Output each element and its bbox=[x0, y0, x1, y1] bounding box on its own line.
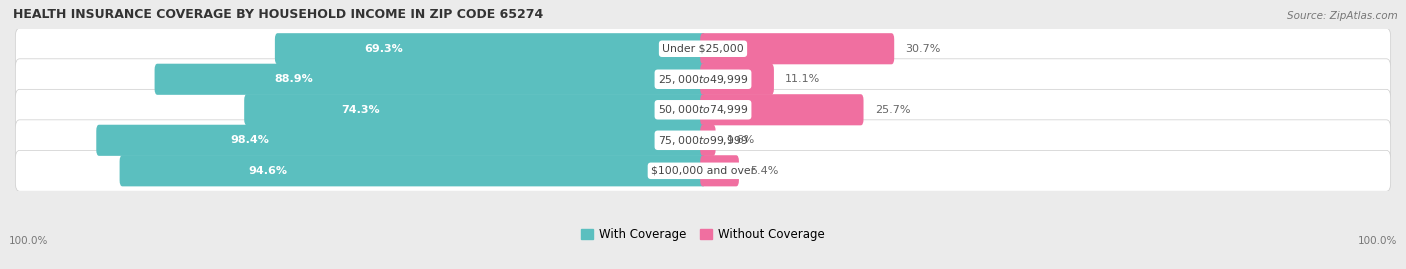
FancyBboxPatch shape bbox=[700, 64, 773, 95]
FancyBboxPatch shape bbox=[155, 64, 706, 95]
Text: $25,000 to $49,999: $25,000 to $49,999 bbox=[658, 73, 748, 86]
FancyBboxPatch shape bbox=[96, 125, 706, 156]
FancyBboxPatch shape bbox=[15, 59, 1391, 100]
Text: $50,000 to $74,999: $50,000 to $74,999 bbox=[658, 103, 748, 116]
Text: $100,000 and over: $100,000 and over bbox=[651, 166, 755, 176]
Text: HEALTH INSURANCE COVERAGE BY HOUSEHOLD INCOME IN ZIP CODE 65274: HEALTH INSURANCE COVERAGE BY HOUSEHOLD I… bbox=[13, 8, 543, 21]
Text: 100.0%: 100.0% bbox=[1358, 236, 1398, 246]
FancyBboxPatch shape bbox=[245, 94, 706, 125]
Text: $75,000 to $99,999: $75,000 to $99,999 bbox=[658, 134, 748, 147]
Text: 100.0%: 100.0% bbox=[8, 236, 48, 246]
Text: 11.1%: 11.1% bbox=[785, 74, 820, 84]
FancyBboxPatch shape bbox=[15, 28, 1391, 69]
FancyBboxPatch shape bbox=[15, 89, 1391, 130]
FancyBboxPatch shape bbox=[120, 155, 706, 186]
FancyBboxPatch shape bbox=[15, 150, 1391, 191]
Legend: With Coverage, Without Coverage: With Coverage, Without Coverage bbox=[576, 224, 830, 246]
FancyBboxPatch shape bbox=[700, 33, 894, 64]
FancyBboxPatch shape bbox=[276, 33, 706, 64]
FancyBboxPatch shape bbox=[700, 94, 863, 125]
Text: Under $25,000: Under $25,000 bbox=[662, 44, 744, 54]
Text: 69.3%: 69.3% bbox=[364, 44, 404, 54]
Text: 74.3%: 74.3% bbox=[342, 105, 380, 115]
Text: 30.7%: 30.7% bbox=[905, 44, 941, 54]
FancyBboxPatch shape bbox=[700, 125, 716, 156]
FancyBboxPatch shape bbox=[15, 120, 1391, 161]
Text: 25.7%: 25.7% bbox=[875, 105, 910, 115]
Text: 94.6%: 94.6% bbox=[247, 166, 287, 176]
Text: 98.4%: 98.4% bbox=[231, 135, 270, 145]
Text: Source: ZipAtlas.com: Source: ZipAtlas.com bbox=[1286, 11, 1398, 21]
Text: 5.4%: 5.4% bbox=[749, 166, 779, 176]
FancyBboxPatch shape bbox=[700, 155, 740, 186]
Text: 1.6%: 1.6% bbox=[727, 135, 755, 145]
Text: 88.9%: 88.9% bbox=[274, 74, 314, 84]
